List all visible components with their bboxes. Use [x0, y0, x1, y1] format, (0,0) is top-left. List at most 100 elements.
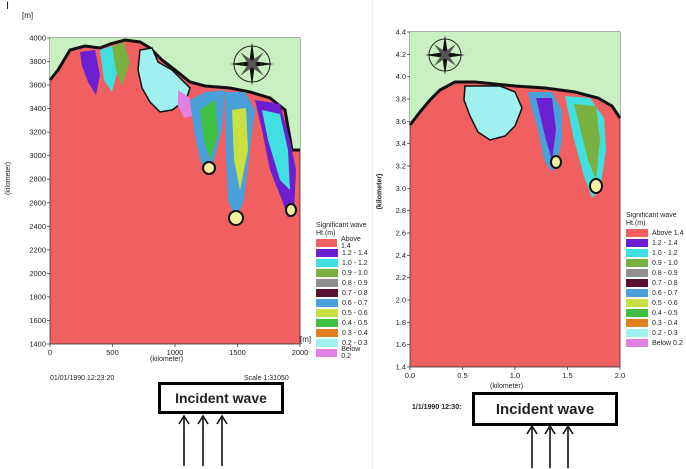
left-hole-1: [202, 161, 216, 175]
right-legend-item: 0.8 - 0.9: [626, 268, 686, 278]
left-y-tick-label: 2400: [29, 222, 46, 231]
left-band-pink: [178, 90, 192, 118]
right-legend-label: 1.2 - 1.4: [652, 239, 678, 247]
left-legend-label: 0.8 - 0.9: [342, 279, 368, 287]
right-legend-item: Below 0.2: [626, 338, 686, 348]
right-y-tick-label: 3.4: [396, 139, 406, 148]
left-arrowhead-2: [197, 414, 209, 425]
right-legend-item: 0.5 - 0.6: [626, 298, 686, 308]
left-legend-swatch: [316, 339, 338, 347]
left-legend-label: 0.7 - 0.8: [342, 289, 368, 297]
left-y-tick-label: 1600: [29, 316, 46, 325]
left-y-tick-label: 4000: [29, 34, 46, 43]
left-incident-label: Incident wave: [175, 390, 267, 406]
left-legend-item: 0.3 - 0.4: [316, 328, 371, 338]
left-hole-3: [285, 203, 297, 217]
right-y-tick-label: 2.0: [396, 296, 406, 305]
left-legend-swatch: [316, 349, 338, 357]
right-y-tick-label: 2.8: [396, 206, 406, 215]
right-legend-label: 0.3 - 0.4: [652, 319, 678, 327]
left-finger-1-inner: [200, 100, 218, 160]
left-y-tick-label: 2000: [29, 269, 46, 278]
right-legend-item: 1.0 - 1.2: [626, 248, 686, 258]
left-y-unit: [m]: [22, 11, 34, 20]
left-legend-item: 0.4 - 0.5: [316, 318, 371, 328]
left-legend-swatch: [316, 319, 338, 327]
left-y-tick-label: 1800: [29, 292, 46, 301]
right-y-tick-label: 1.8: [396, 318, 406, 327]
right-legend-swatch: [626, 279, 648, 287]
left-legend-label: 1.0 - 1.2: [342, 259, 368, 267]
right-legend-label: 1.0 - 1.2: [652, 249, 678, 257]
right-legend-title-1: Significant wave: [626, 212, 677, 219]
left-coastline: [48, 38, 300, 152]
right-legend-item: 0.4 - 0.5: [626, 308, 686, 318]
right-legend-item: 0.3 - 0.4: [626, 318, 686, 328]
right-legend-swatch: [626, 249, 648, 257]
left-x-tick-label: 1500: [229, 348, 246, 357]
left-legend-label: 0.5 - 0.6: [342, 309, 368, 317]
right-legend-swatch: [626, 299, 648, 307]
right-legend-item: Above 1.4: [626, 228, 686, 238]
left-y-tick-label: 3600: [29, 81, 46, 90]
right-legend-swatch: [626, 239, 648, 247]
left-timestamp: 01/01/1990 12:23:20: [50, 375, 115, 382]
left-y-tick-label: 3200: [29, 128, 46, 137]
right-legend-label: 0.2 - 0.3: [652, 329, 678, 337]
left-finger-2-inner: [232, 108, 248, 190]
right-legend-swatch: [626, 309, 648, 317]
right-legend-item: 0.9 - 1.0: [626, 258, 686, 268]
right-legend-title-2: Ht.(m): [626, 220, 646, 227]
left-arrowhead-3: [216, 414, 228, 425]
right-legend-label: Above 1.4: [652, 229, 684, 237]
left-x-tick-label: 1000: [167, 348, 184, 357]
left-band-purple: [80, 50, 100, 95]
left-y-tick-label: 3800: [29, 57, 46, 66]
right-legend: Significant wave Ht.(m) Above 1.4 1.2 - 1…: [626, 212, 686, 348]
left-legend-title-2: Ht.(m): [316, 230, 336, 237]
right-y-tick-label: 2.6: [396, 229, 406, 238]
right-incident-label: Incident wave: [495, 400, 595, 418]
right-legend-swatch: [626, 259, 648, 267]
right-x-axis: 0.0 0.5 1.0 1.5 2.0: [405, 367, 625, 380]
right-legend-item: 0.2 - 0.3: [626, 328, 686, 338]
left-x-unit: [m]: [300, 335, 312, 344]
left-legend-swatch: [316, 259, 338, 267]
right-legend-item: 0.6 - 0.7: [626, 288, 686, 298]
left-legend-swatch: [316, 239, 337, 247]
left-legend-label: 0.3 - 0.4: [342, 329, 368, 337]
right-y-axis: 4.4 4.2 4.0 3.8 3.6 3.4 3.2 3.0 2.8 2.6 2.4 2.2 2.0 1…: [396, 28, 410, 372]
left-legend-label: 0.4 - 0.5: [342, 319, 368, 327]
left-legend-item: 1.0 - 1.2: [316, 258, 371, 268]
left-legend-label: Above 1.4: [340, 236, 361, 250]
left-legend-label: 0.6 - 0.7: [342, 299, 368, 307]
left-finger-3-inner: [262, 110, 290, 190]
left-hole-2: [228, 210, 244, 226]
right-incident-box: Incident wave: [472, 392, 618, 426]
left-y-axis: 4000 3800 3600 3400 3200 3000 2800 2600 2400 2200…: [29, 34, 50, 349]
left-legend: Significant wave Ht.(m) Above 1.4 1.2 - 1…: [316, 222, 371, 360]
left-legend-swatch: [316, 329, 338, 337]
right-legend-swatch: [626, 289, 648, 297]
right-arrowhead-2: [544, 424, 556, 435]
left-x-tick-label: 2000: [292, 348, 309, 357]
left-incident-box: Incident wave: [158, 382, 284, 414]
left-legend-label: 1.2 - 1.4: [342, 249, 368, 257]
left-compass: [230, 42, 274, 86]
left-legend-label: 0.2 - 0.3: [342, 339, 368, 347]
right-legend-label: 0.8 - 0.9: [652, 269, 678, 277]
right-legend-item: 1.2 - 1.4: [626, 238, 686, 248]
right-hole-2: [589, 178, 603, 194]
left-y-tick-label: 2800: [29, 175, 46, 184]
right-x-tick-label: 0.0: [405, 371, 415, 380]
right-y-tick-label: 2.2: [396, 273, 406, 282]
left-legend-label: 0.9 - 1.0: [342, 269, 368, 277]
left-legend-label: Below 0.2: [341, 346, 361, 360]
left-legend-item: 0.5 - 0.6: [316, 308, 371, 318]
left-legend-swatch: [316, 289, 338, 297]
right-legend-label: Below 0.2: [652, 339, 683, 347]
right-y-tick-label: 2.4: [396, 251, 406, 260]
left-x-axis-label: (kilometer): [150, 356, 184, 363]
